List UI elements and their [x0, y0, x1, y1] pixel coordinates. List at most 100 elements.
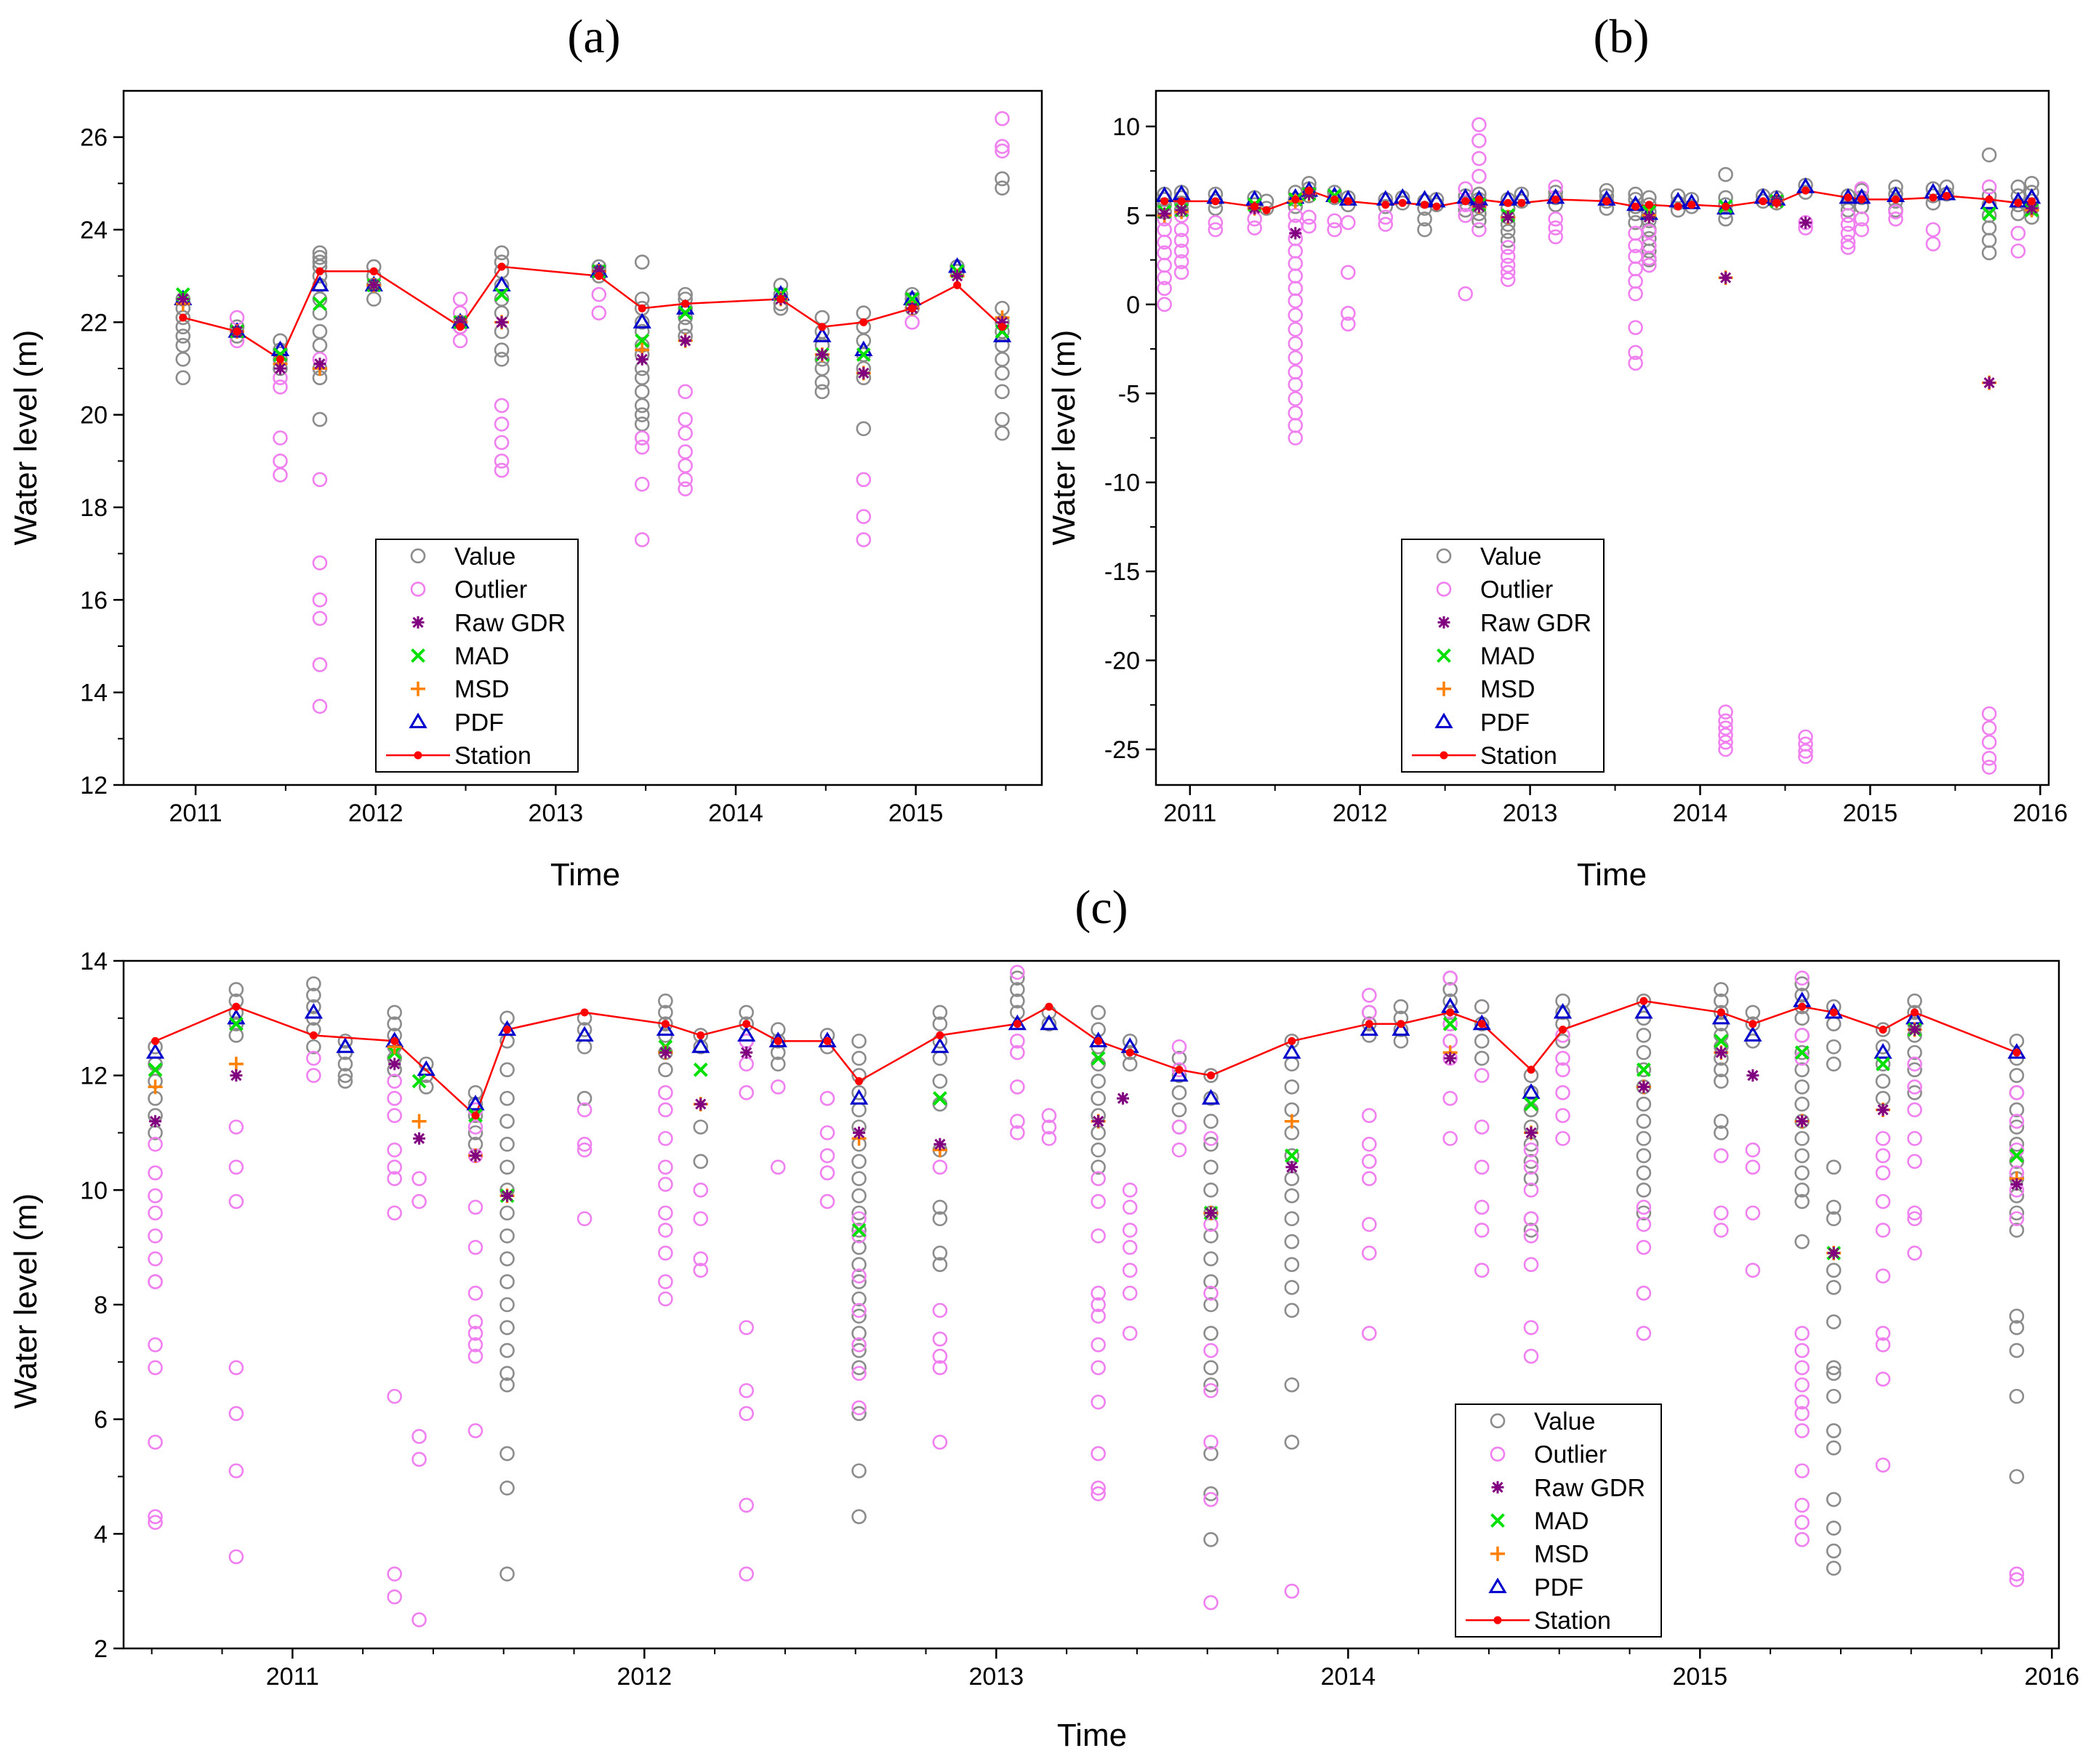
- raw-gdr-point: [1289, 227, 1302, 240]
- mad-point: [1794, 1045, 1810, 1060]
- station-point: [456, 323, 465, 331]
- outlier-point: [1888, 204, 1903, 220]
- legend-box: [1455, 1403, 1662, 1638]
- outlier-point: [1718, 704, 1733, 720]
- value-point: [851, 1239, 867, 1255]
- x-tick-label: 2012: [348, 800, 403, 827]
- y-tick-label: -15: [1104, 558, 1140, 586]
- value-point: [1794, 1062, 1810, 1078]
- x-tick-label: 2014: [1673, 800, 1728, 827]
- value-point: [1474, 999, 1490, 1015]
- value-point: [1826, 1016, 1842, 1032]
- outlier-point: [387, 1171, 402, 1186]
- msd-point: [1284, 1113, 1299, 1129]
- value-point: [312, 337, 328, 353]
- pdf-point: [575, 1026, 594, 1042]
- outlier-point: [1341, 214, 1356, 230]
- outlier-point: [411, 1451, 427, 1467]
- value-point: [1636, 1183, 1652, 1198]
- y-tick-label: 10: [1112, 113, 1140, 141]
- pdf-point: [813, 326, 832, 342]
- legend-marker-pdf: [1434, 712, 1453, 728]
- outlier-point: [467, 1314, 483, 1329]
- mad-point: [1982, 206, 1997, 221]
- value-point: [273, 333, 288, 349]
- value-point: [499, 1320, 515, 1335]
- value-point: [499, 1251, 515, 1267]
- legend-marker-mad: [411, 648, 425, 663]
- value-point: [1284, 1257, 1300, 1273]
- station-point: [1985, 195, 1993, 204]
- outlier-point: [1284, 1583, 1300, 1599]
- value-point: [312, 323, 328, 339]
- outlier-point: [312, 657, 328, 672]
- outlier-point: [148, 1228, 163, 1244]
- outlier-point: [1458, 286, 1474, 302]
- x-tick-label: 2013: [529, 800, 584, 827]
- outlier-point: [1981, 706, 1997, 722]
- outlier-point: [1875, 1165, 1891, 1180]
- outlier-point: [1362, 1153, 1377, 1169]
- value-point: [306, 1039, 321, 1055]
- station-point: [309, 1031, 318, 1039]
- outlier-point: [1794, 1515, 1810, 1530]
- value-point: [1203, 1297, 1218, 1313]
- raw-gdr-point: [1719, 271, 1732, 284]
- value-point: [851, 1223, 867, 1238]
- station-point: [1631, 202, 1640, 211]
- value-point: [1010, 970, 1025, 986]
- value-point: [1794, 1096, 1810, 1112]
- station-point: [1943, 191, 1951, 200]
- value-point: [1171, 1085, 1187, 1100]
- legend-label: PDF: [454, 709, 504, 736]
- value-point: [499, 1480, 515, 1496]
- value-point: [773, 278, 789, 293]
- outlier-point: [1442, 1016, 1458, 1032]
- outlier-point: [658, 1177, 673, 1192]
- value-point: [1091, 1090, 1106, 1106]
- outlier-point: [467, 1423, 483, 1438]
- outlier-point: [1458, 181, 1474, 196]
- station-point: [1344, 197, 1352, 206]
- outlier-point: [1173, 243, 1189, 259]
- value-point: [2009, 1034, 2025, 1049]
- raw-gdr-point: [659, 1046, 672, 1059]
- mad-point: [148, 1062, 163, 1077]
- mad-point: [693, 1062, 708, 1077]
- outlier-point: [1288, 268, 1304, 283]
- y-tick-label: 0: [1126, 291, 1140, 319]
- outlier-point: [1208, 214, 1224, 230]
- value-point: [634, 407, 650, 422]
- value-point: [770, 1022, 786, 1037]
- value-point: [499, 1274, 515, 1289]
- outlier-point: [1208, 222, 1224, 238]
- outlier-point: [1555, 1131, 1570, 1146]
- y-ticks: 12 14 16 18 20 22 24 26: [80, 124, 124, 800]
- value-point: [1284, 1233, 1300, 1249]
- value-point: [2009, 1205, 2025, 1221]
- outlier-point: [1907, 1211, 1922, 1227]
- y-tick-label: 22: [80, 309, 108, 337]
- value-point: [932, 1211, 948, 1227]
- outlier-point: [1122, 1223, 1138, 1238]
- outlier-point: [1288, 256, 1304, 271]
- pdf-point: [691, 1037, 710, 1053]
- value-point: [770, 1056, 786, 1072]
- outlier-point: [1288, 243, 1304, 259]
- legend-marker-msd: [1490, 1546, 1505, 1561]
- station-point: [1397, 1020, 1405, 1028]
- raw-gdr-point: [1714, 1046, 1727, 1059]
- y-tick-label: 2: [94, 1635, 108, 1663]
- station-point: [998, 323, 1007, 331]
- raw-gdr-point: [1285, 1161, 1298, 1174]
- outlier-point: [1907, 1153, 1922, 1169]
- outlier-point: [228, 1119, 244, 1135]
- outlier-point: [1798, 729, 1813, 745]
- outlier-point: [1471, 133, 1487, 148]
- outlier-point: [494, 398, 510, 414]
- outlier-point: [1794, 1377, 1810, 1393]
- outlier-point: [1203, 1342, 1218, 1358]
- outlier-point: [148, 1515, 163, 1530]
- outlier-point: [678, 425, 693, 441]
- outlier-point: [591, 305, 607, 321]
